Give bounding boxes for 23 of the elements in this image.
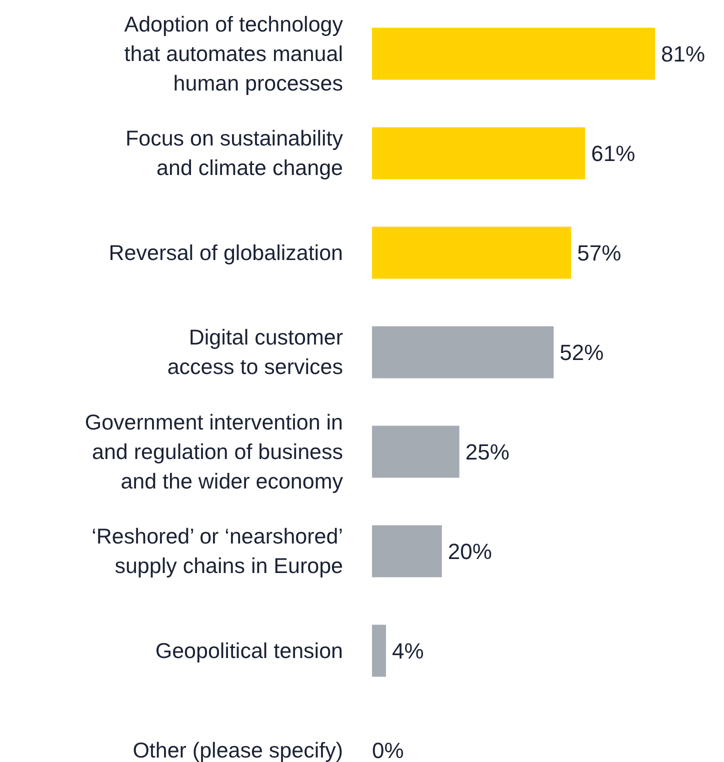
data-label: 0% <box>372 738 404 762</box>
y-tick-label: Other (please specify) <box>132 738 343 762</box>
data-label: 61% <box>591 140 636 166</box>
data-label: 4% <box>392 638 424 664</box>
data-label: 57% <box>577 240 622 266</box>
y-tick-label: Digital customer access to services <box>167 326 343 379</box>
bar <box>372 28 655 80</box>
bar <box>372 624 386 677</box>
bar <box>372 326 554 378</box>
data-label: 25% <box>465 439 510 464</box>
data-label: 81% <box>661 41 706 66</box>
bar <box>372 226 572 279</box>
bar <box>372 127 586 180</box>
data-label: 52% <box>560 340 604 365</box>
y-tick-label: Focus on sustainability and climate change <box>126 126 344 180</box>
y-tick-label: Reversal of globalization <box>108 240 343 265</box>
y-tick-label: Government intervention in and regulation of business and the wider economy <box>84 410 344 494</box>
bar <box>372 426 460 478</box>
y-tick-label: Adoption of technology that automates manual human processes <box>124 12 344 96</box>
bar <box>372 525 442 578</box>
data-label: 20% <box>448 538 492 564</box>
y-tick-label: Geopolitical tension <box>155 638 343 663</box>
y-tick-label: ‘Reshored’ or ‘nearshored’ supply chains in Europe <box>92 524 343 578</box>
